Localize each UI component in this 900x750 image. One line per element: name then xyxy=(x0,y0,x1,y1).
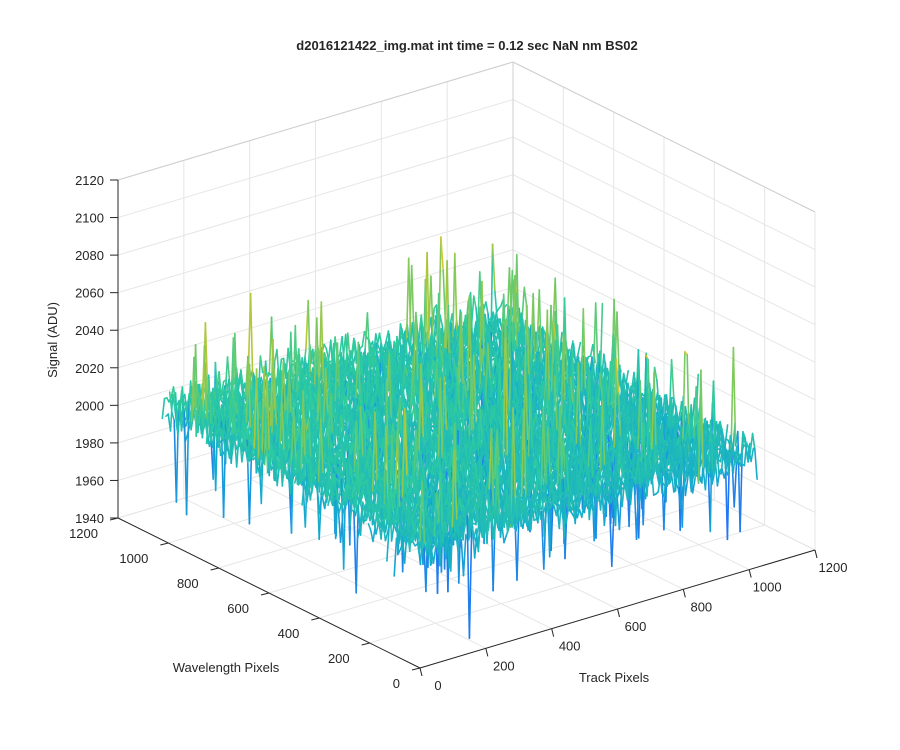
surface-segment xyxy=(472,321,477,338)
surface-segment xyxy=(225,379,229,393)
surface-segment xyxy=(521,286,526,320)
surface-segment xyxy=(430,275,435,343)
surface-segment xyxy=(489,317,494,330)
surface-segment xyxy=(231,378,236,411)
surface-segment xyxy=(350,368,355,382)
surface-segment xyxy=(249,292,254,384)
surface-segment xyxy=(477,398,482,410)
surface-segment xyxy=(424,278,429,350)
surface-segment xyxy=(178,399,183,432)
surface-segment xyxy=(361,330,366,348)
surface-segment xyxy=(346,364,351,380)
surface-segment xyxy=(188,397,192,431)
surface-segment xyxy=(492,311,497,324)
grid-line xyxy=(369,524,765,644)
surface-segment xyxy=(257,377,262,390)
surface-segment xyxy=(426,251,431,352)
surface-segment xyxy=(212,399,216,414)
surface-segment xyxy=(226,356,231,385)
surface-segment xyxy=(343,360,348,372)
surface-segment xyxy=(439,314,444,328)
surface-segment xyxy=(577,341,582,355)
surface-segment xyxy=(491,243,496,293)
grid-line xyxy=(512,286,816,438)
surface-segment xyxy=(410,264,415,339)
grid-line xyxy=(512,99,816,251)
surface-segment xyxy=(594,302,599,374)
surface-segment xyxy=(307,299,312,382)
surface-segment xyxy=(380,344,385,355)
surface-segment xyxy=(301,374,306,381)
surface-segment xyxy=(323,352,328,362)
surface-segment xyxy=(185,397,190,516)
grid-line xyxy=(512,61,816,213)
surface-segment xyxy=(216,387,221,413)
grid-line xyxy=(512,136,816,288)
surface-segment xyxy=(340,351,345,374)
surface-segment xyxy=(208,377,212,430)
grid-line xyxy=(117,61,514,181)
surface-segment xyxy=(193,356,197,438)
surface-segment xyxy=(453,252,458,342)
surface-segment xyxy=(440,236,445,272)
surface-segment xyxy=(383,339,388,352)
surface-segment xyxy=(404,342,409,359)
surface-segment xyxy=(407,257,412,347)
surface-segment xyxy=(238,378,243,387)
grid-line xyxy=(512,249,816,401)
surface-segment xyxy=(353,337,358,364)
surface-segment xyxy=(220,380,225,398)
surface-segment xyxy=(409,343,414,359)
surface-segment xyxy=(464,316,469,329)
surface-segment xyxy=(257,355,262,403)
grid-line xyxy=(117,136,514,256)
surface-segment xyxy=(171,411,175,422)
surface-segment xyxy=(210,389,215,427)
grid-line xyxy=(512,174,816,326)
surface-segment xyxy=(284,363,289,378)
surface-segment xyxy=(472,295,477,310)
surface-segment xyxy=(168,391,173,414)
surface-segment xyxy=(350,350,355,369)
surface-segment xyxy=(499,299,504,307)
surface-segment xyxy=(489,326,494,335)
surface-segment xyxy=(195,392,200,438)
surface-segment xyxy=(203,345,208,428)
surface-segment xyxy=(161,397,166,420)
surface-segment xyxy=(218,370,223,398)
surface-segment xyxy=(523,286,528,307)
surface-segment xyxy=(240,369,244,390)
surface-segment xyxy=(204,321,209,396)
surface-segment xyxy=(185,399,190,408)
surface-segment xyxy=(175,400,180,503)
surface-segment xyxy=(217,389,222,397)
grid-line xyxy=(117,99,514,219)
noise-surface xyxy=(161,236,758,639)
surface-segment xyxy=(186,393,190,419)
surface-segment xyxy=(248,363,253,392)
surface-segment xyxy=(346,332,351,361)
surface-segment xyxy=(259,355,264,374)
grid-line xyxy=(512,211,816,363)
surface-segment xyxy=(212,389,217,402)
surface-segment xyxy=(366,312,371,359)
grid-line xyxy=(117,174,514,294)
surface-segment xyxy=(214,403,219,492)
surface-segment xyxy=(485,301,489,316)
grid-line xyxy=(117,211,514,331)
